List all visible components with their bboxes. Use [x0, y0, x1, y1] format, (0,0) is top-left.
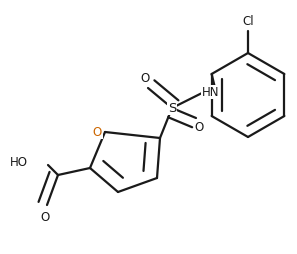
Text: O: O [140, 72, 150, 85]
Text: S: S [168, 102, 176, 115]
Text: HN: HN [202, 86, 219, 99]
Text: O: O [40, 211, 50, 224]
Text: O: O [93, 125, 102, 138]
Text: O: O [194, 121, 204, 134]
Text: Cl: Cl [242, 15, 254, 28]
Text: HO: HO [10, 155, 28, 168]
